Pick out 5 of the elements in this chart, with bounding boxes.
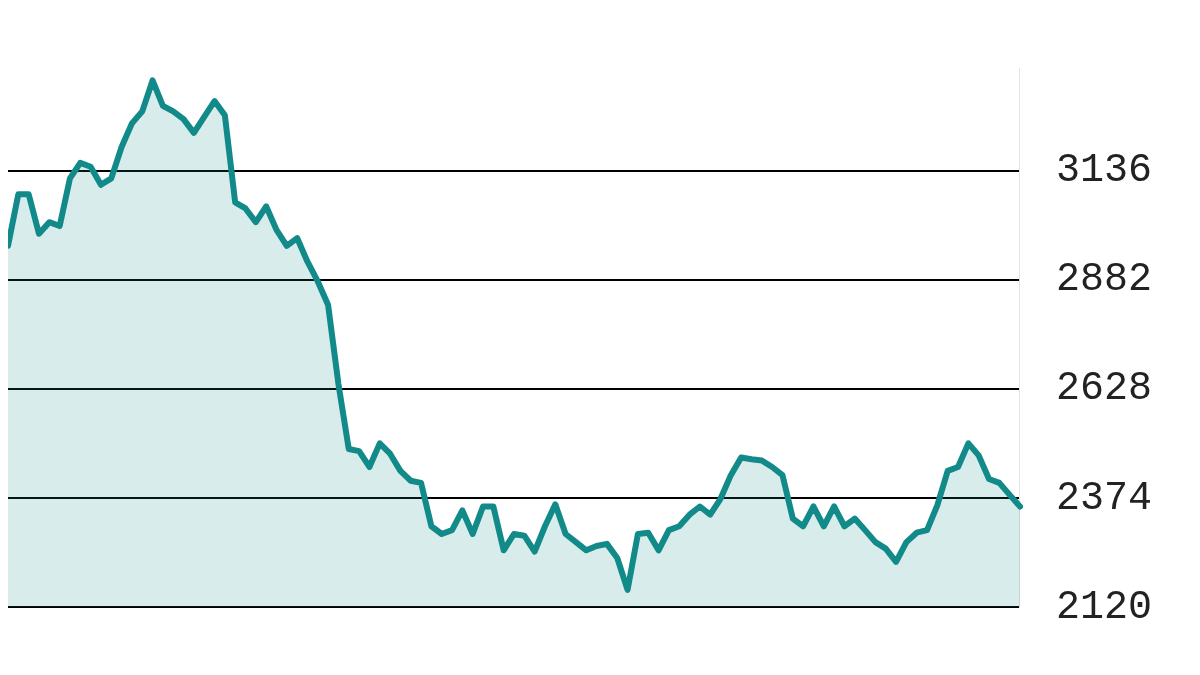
y-tick-label: 3136 [1055, 148, 1152, 194]
y-tick-label: 2374 [1055, 475, 1152, 521]
y-tick-label: 2120 [1055, 584, 1152, 630]
y-tick-label: 2882 [1055, 257, 1152, 303]
y-tick-label: 2628 [1055, 366, 1152, 412]
